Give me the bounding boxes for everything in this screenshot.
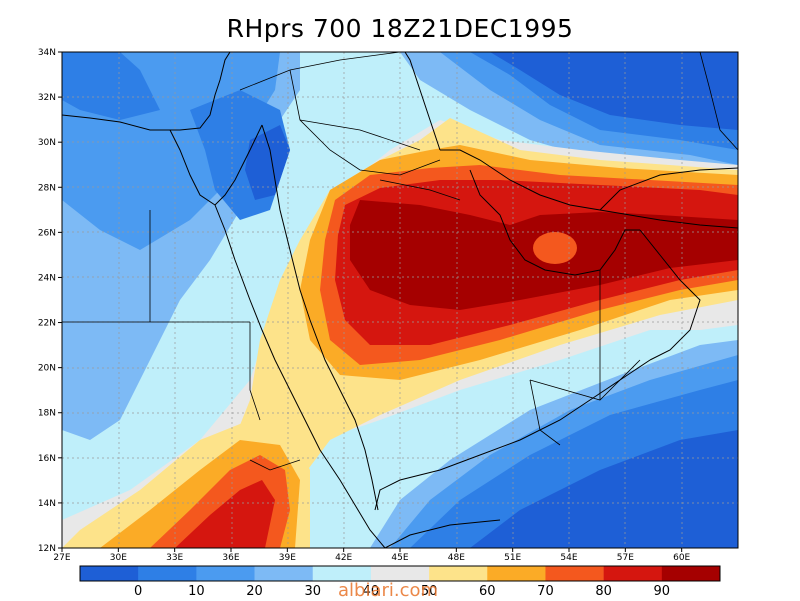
colorbar-label: 50 — [421, 584, 438, 599]
colorbar-swatch — [312, 566, 372, 581]
field-band-0-10-west — [62, 52, 160, 120]
colorbar-label: 0 — [134, 584, 142, 599]
colorbar-label: 80 — [595, 584, 612, 599]
colorbar-swatch — [487, 566, 546, 581]
lat-tick-label: 12N — [38, 544, 56, 554]
field-band-se-deep — [470, 430, 738, 548]
lon-tick-label: 39E — [279, 553, 296, 563]
colorbar-swatch — [254, 566, 314, 581]
colorbar-frame — [79, 565, 721, 582]
coastlines — [62, 52, 738, 548]
colorbar-label: 20 — [246, 584, 263, 599]
lon-tick-label: 45E — [391, 553, 408, 563]
colorbar-label: 10 — [188, 584, 205, 599]
borders — [62, 52, 738, 471]
lat-tick-label: 30N — [38, 138, 56, 148]
lat-tick-label: 14N — [38, 499, 56, 509]
rh-field — [62, 52, 738, 548]
lat-tick-label: 24N — [38, 273, 56, 283]
lat-tick-label: 22N — [38, 319, 56, 329]
lat-tick-label: 32N — [38, 93, 56, 103]
colorbar: 0 10 20 30 40 50 60 70 80 90 — [79, 565, 721, 599]
lon-tick-label: 33E — [166, 553, 183, 563]
lat-tick-label: 18N — [38, 409, 56, 419]
colorbar-label: 90 — [654, 584, 671, 599]
lon-tick-label: 36E — [222, 553, 239, 563]
colorbar-swatch — [196, 566, 255, 581]
colorbar-swatch — [429, 566, 488, 581]
colorbar-label: 60 — [479, 584, 496, 599]
colorbar-label: 70 — [537, 584, 554, 599]
colorbar-swatch — [661, 566, 721, 581]
colorbar-swatch — [80, 566, 139, 581]
lat-tick-label: 16N — [38, 454, 56, 464]
lat-axis: 12N 14N 16N 18N 20N 22N 24N 26N 28N 30N 32N 34N — [38, 48, 62, 554]
lon-tick-label: 48E — [448, 553, 465, 563]
lat-tick-label: 20N — [38, 364, 56, 374]
lon-axis: 27E 30E 33E 36E 39E 42E 45E 48E 51E 54E 57E 60E — [53, 548, 691, 563]
lon-tick-label: 60E — [673, 553, 690, 563]
colorbar-swatch — [603, 566, 663, 581]
watermark-text: albiari.com — [338, 580, 439, 601]
lon-tick-label: 51E — [504, 553, 521, 563]
colorbar-swatch — [370, 566, 430, 581]
lon-tick-label: 54E — [560, 553, 577, 563]
lon-tick-label: 27E — [53, 553, 70, 563]
field-band-sw-80-90 — [175, 480, 275, 548]
field-local-max-gulf — [533, 232, 577, 264]
field-band-deep-levant — [245, 125, 290, 200]
field-band-deep-northeast — [490, 52, 738, 130]
lon-tick-label: 57E — [617, 553, 634, 563]
lat-tick-label: 34N — [38, 48, 56, 58]
lon-tick-label: 42E — [335, 553, 352, 563]
colorbar-label: 40 — [363, 584, 380, 599]
lat-tick-label: 26N — [38, 228, 56, 238]
colorbar-label: 30 — [304, 584, 321, 599]
colorbar-swatch — [545, 566, 604, 581]
map-title: RHprs 700 18Z21DEC1995 — [226, 14, 574, 43]
field-local-max-west — [355, 207, 405, 243]
colorbar-swatch — [138, 566, 197, 581]
lat-tick-label: 28N — [38, 183, 56, 193]
lon-tick-label: 30E — [110, 553, 127, 563]
